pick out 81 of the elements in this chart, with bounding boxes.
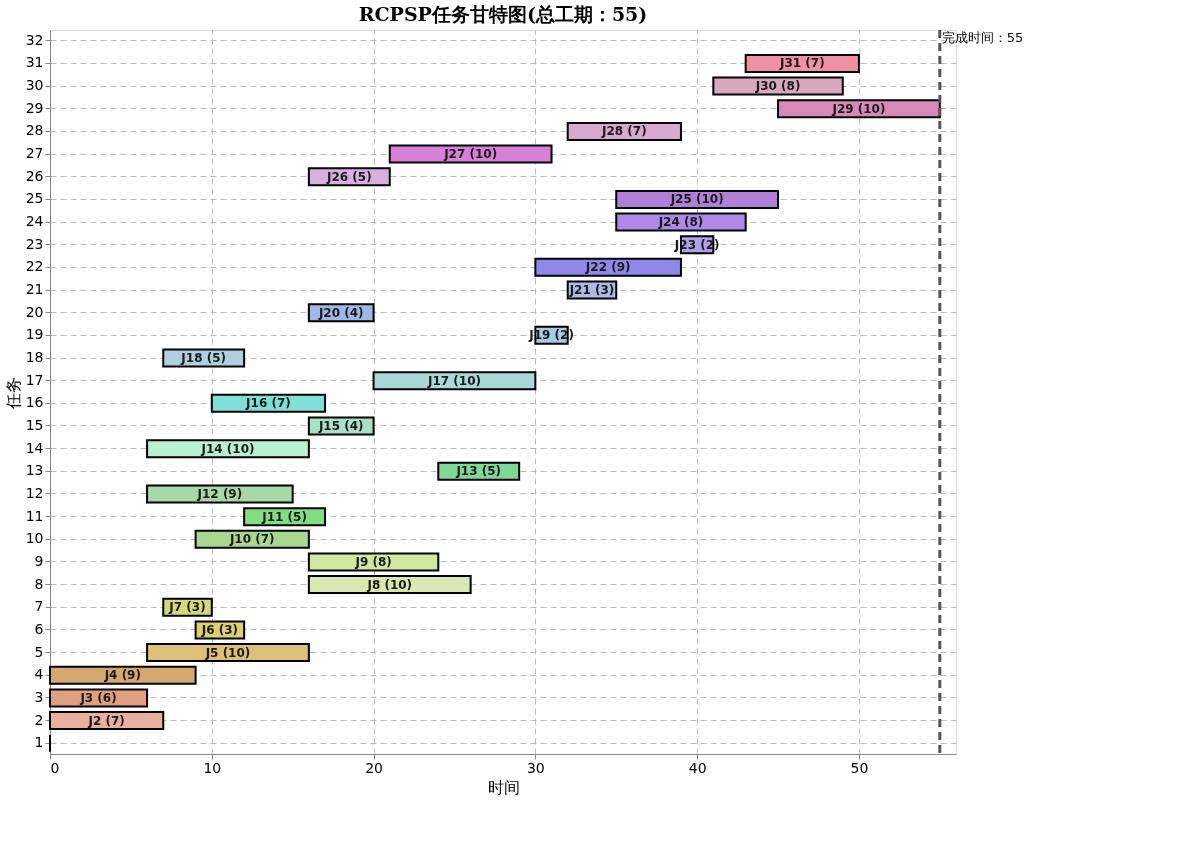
data-label: J12 (9) (196, 486, 243, 501)
y-axis-title: 任务 (3, 376, 23, 410)
bar (146, 484, 294, 504)
data-label: J6 (3) (200, 622, 239, 637)
data-label: J9 (8) (354, 554, 392, 569)
bar (49, 711, 165, 731)
x-tick-label: 50 (850, 759, 869, 776)
data-label: J21 (3) (568, 283, 615, 298)
y-tick-label: 3 (34, 688, 44, 705)
y-tick-label: 9 (34, 552, 44, 569)
y-tick-label: 27 (25, 145, 44, 162)
y-tick-label: 18 (25, 349, 44, 366)
y-tick-label: 25 (25, 190, 44, 207)
y-tick-label: 23 (25, 235, 44, 252)
chart-title: RCPSP任务甘特图(总工期：55) (358, 2, 648, 25)
data-label: J29 (10) (831, 101, 886, 116)
data-label: J26 (5) (325, 169, 372, 184)
ref-line-label: 完成时间：55 (941, 30, 1024, 45)
y-tick-label: 15 (25, 416, 44, 433)
x-tick-label: 20 (365, 759, 383, 776)
data-label: J7 (3) (168, 600, 206, 615)
x-tick-label: 0 (50, 759, 60, 776)
y-tick-label: 13 (25, 462, 44, 479)
x-axis-title: 时间 (487, 777, 520, 797)
y-tick-label: 30 (25, 77, 44, 94)
y-tick-label: 11 (25, 507, 44, 524)
data-label: J8 (10) (366, 577, 413, 592)
bar (615, 189, 780, 209)
data-label: J5 (10) (204, 645, 251, 660)
data-label: J27 (10) (443, 147, 498, 162)
y-tick-label: 21 (25, 281, 44, 298)
y-tick-label: 29 (25, 99, 44, 116)
data-label: J17 (10) (426, 373, 481, 388)
data-label: J10 (7) (228, 532, 275, 547)
y-tick-label: 26 (25, 167, 44, 184)
x-tick-label: 40 (688, 759, 707, 776)
data-label: J22 (9) (584, 260, 631, 275)
data-label: J18 (5) (180, 351, 227, 366)
y-tick-label: 12 (25, 484, 44, 501)
bar (146, 643, 310, 663)
data-label: J30 (8) (754, 79, 801, 94)
bar (146, 439, 310, 459)
data-label: J16 (7) (245, 396, 291, 411)
data-label: J14 (10) (200, 441, 255, 456)
bar (49, 665, 197, 685)
bar (372, 371, 537, 391)
bar (388, 144, 553, 164)
bar (307, 552, 440, 572)
bar (307, 575, 472, 595)
y-tick-label: 8 (34, 575, 44, 592)
y-tick-label: 16 (25, 394, 44, 411)
y-tick-label: 7 (34, 598, 44, 615)
y-tick-label: 14 (25, 439, 44, 456)
data-label: J28 (7) (601, 124, 647, 139)
y-tick-label: 6 (34, 620, 44, 637)
x-tick-label: 30 (526, 759, 545, 776)
data-label: J20 (4) (317, 305, 364, 320)
y-tick-label: 31 (25, 54, 44, 71)
data-label: J13 (5) (455, 464, 502, 479)
data-label: J24 (8) (657, 215, 704, 230)
y-tick-label: 32 (25, 31, 44, 48)
y-tick-label: 1 (34, 734, 44, 751)
y-tick-label: 22 (25, 258, 44, 275)
data-label: J4 (9) (103, 668, 141, 683)
y-tick-label: 24 (25, 213, 44, 230)
data-label: J25 (10) (669, 192, 724, 207)
y-tick-label: 2 (34, 711, 44, 728)
y-tick-label: 28 (25, 122, 44, 139)
data-label: J15 (4) (317, 418, 364, 433)
y-tick-label: 4 (34, 666, 44, 683)
y-tick-label: 19 (25, 326, 44, 343)
y-tick-label: 10 (25, 530, 44, 547)
data-label: J11 (5) (261, 509, 307, 524)
y-tick-label: 20 (25, 303, 44, 320)
y-tick-label: 5 (34, 643, 44, 660)
data-label: J3 (6) (79, 690, 117, 705)
data-label: J2 (7) (87, 713, 125, 728)
y-tick-label: 17 (25, 371, 44, 388)
x-tick-label: 10 (203, 759, 222, 776)
bar (534, 257, 682, 277)
data-label: J31 (7) (778, 56, 825, 71)
